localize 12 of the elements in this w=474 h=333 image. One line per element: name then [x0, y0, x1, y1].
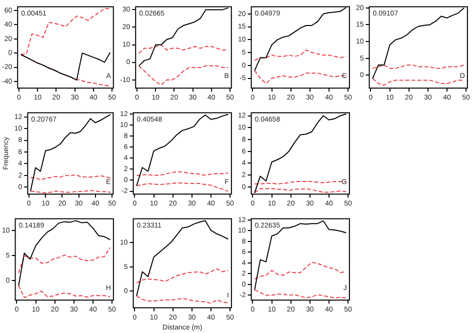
line-series — [136, 296, 229, 304]
line-series — [254, 70, 347, 84]
line-series — [138, 44, 229, 54]
line-series — [18, 285, 111, 298]
line-series — [254, 289, 347, 298]
line-series — [372, 78, 465, 86]
line-series — [138, 65, 229, 86]
line-series — [254, 262, 347, 280]
line-series — [136, 268, 229, 284]
line-series — [136, 182, 229, 192]
line-series — [18, 247, 111, 274]
line-series — [254, 49, 347, 61]
